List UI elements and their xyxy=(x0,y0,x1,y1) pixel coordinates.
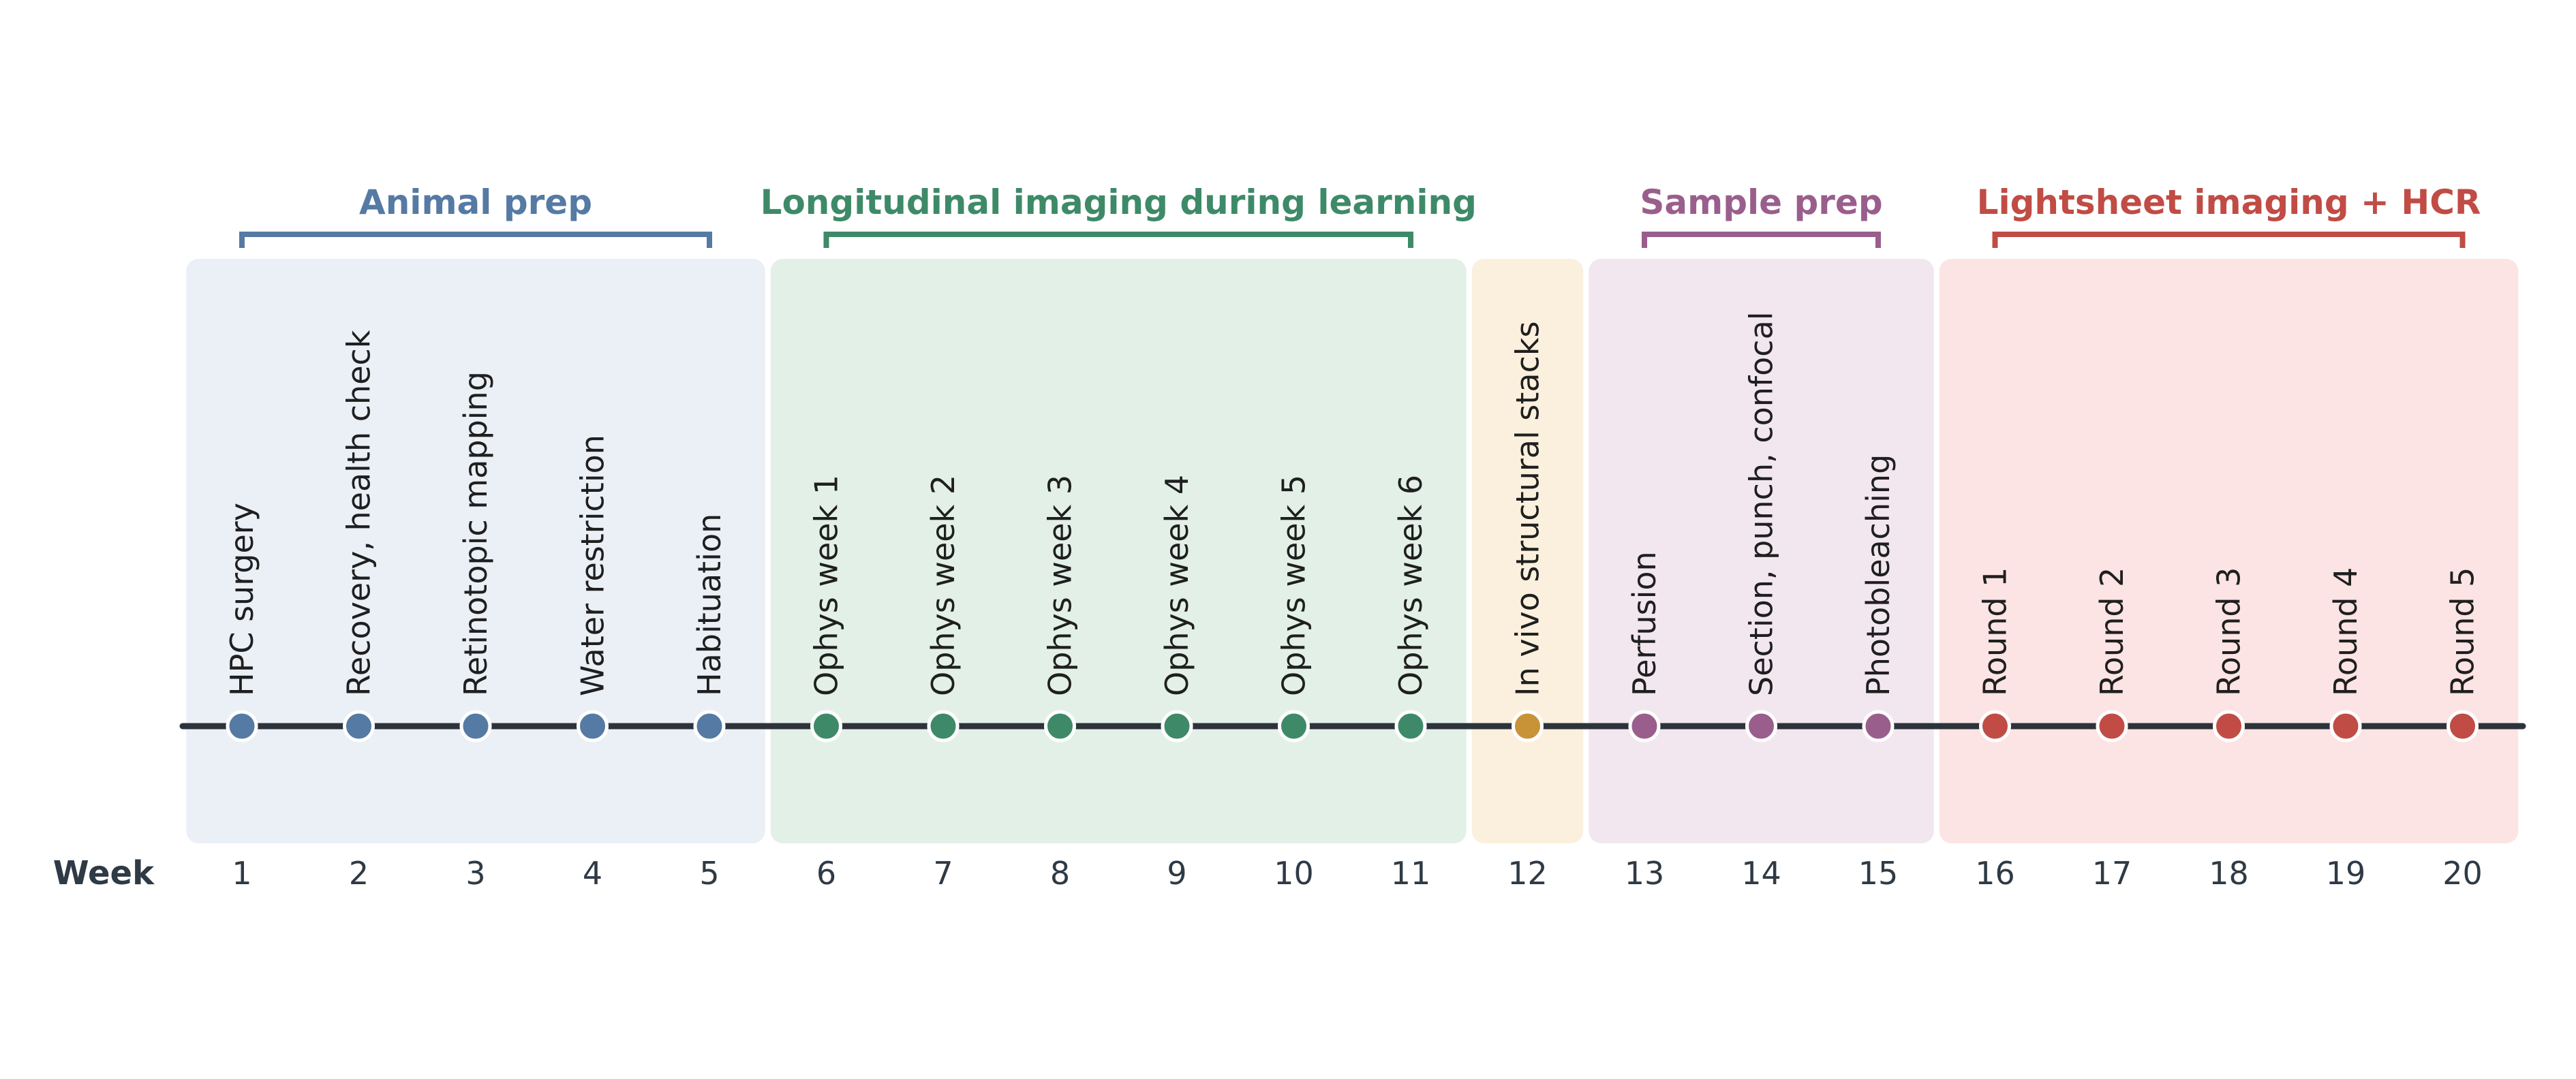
event-labels: HPC surgery Recovery, health check Retinot… xyxy=(224,311,2481,696)
event-label-week-17: Round 2 xyxy=(2094,567,2130,696)
week-number-12: 12 xyxy=(1507,855,1548,892)
phase-titles: Animal prep Longitudinal imaging during l… xyxy=(359,183,2481,222)
phase-brackets xyxy=(239,232,2466,248)
week-numbers: 1 2 3 4 5 6 7 8 9 10 11 12 13 14 15 16 17 18 19 20 xyxy=(232,855,2482,892)
event-marker-week-10 xyxy=(1278,710,1310,742)
event-marker-week-8 xyxy=(1044,710,1076,742)
phase-bracket-1 xyxy=(239,232,712,248)
phase-title-5: Lightsheet imaging + HCR xyxy=(1977,183,2481,222)
event-label-week-7: Ophys week 2 xyxy=(925,475,962,696)
week-number-9: 9 xyxy=(1167,855,1186,892)
phase-band-1 xyxy=(186,259,765,843)
event-marker-week-5 xyxy=(693,710,726,742)
event-label-week-11: Ophys week 6 xyxy=(1392,475,1429,696)
event-marker-week-18 xyxy=(2213,710,2245,742)
week-number-15: 15 xyxy=(1858,855,1899,892)
event-marker-week-7 xyxy=(927,710,960,742)
event-label-week-8: Ophys week 3 xyxy=(1042,475,1079,696)
event-label-week-5: Habituation xyxy=(691,514,728,696)
event-marker-week-1 xyxy=(226,710,258,742)
week-number-14: 14 xyxy=(1741,855,1781,892)
week-number-18: 18 xyxy=(2209,855,2249,892)
event-label-week-19: Round 4 xyxy=(2327,567,2364,696)
phase-title-4: Sample prep xyxy=(1640,183,1882,222)
week-number-11: 11 xyxy=(1391,855,1431,892)
event-label-week-6: Ophys week 1 xyxy=(808,475,845,696)
phase-band-4 xyxy=(1589,259,1934,843)
event-marker-week-14 xyxy=(1745,710,1777,742)
week-number-3: 3 xyxy=(465,855,485,892)
event-label-week-4: Water restriction xyxy=(574,435,611,696)
event-label-week-14: Section, punch, confocal xyxy=(1743,311,1780,696)
week-number-4: 4 xyxy=(583,855,602,892)
phase-title-1: Animal prep xyxy=(359,183,592,222)
event-marker-week-13 xyxy=(1628,710,1661,742)
event-marker-week-11 xyxy=(1394,710,1427,742)
event-label-week-13: Perfusion xyxy=(1626,551,1663,696)
event-label-week-1: HPC surgery xyxy=(224,503,260,696)
event-label-week-10: Ophys week 5 xyxy=(1276,475,1313,696)
event-label-week-3: Retinotopic mapping xyxy=(457,371,494,696)
week-number-19: 19 xyxy=(2326,855,2366,892)
week-number-20: 20 xyxy=(2442,855,2483,892)
event-marker-week-15 xyxy=(1862,710,1895,742)
phase-band-2 xyxy=(770,259,1467,843)
event-label-week-2: Recovery, health check xyxy=(341,330,378,696)
phase-bracket-2 xyxy=(823,232,1413,248)
event-marker-week-17 xyxy=(2096,710,2128,742)
event-marker-week-6 xyxy=(810,710,842,742)
event-label-week-12: In vivo structural stacks xyxy=(1509,322,1546,696)
event-marker-week-2 xyxy=(343,710,375,742)
week-number-17: 17 xyxy=(2092,855,2132,892)
event-marker-week-12 xyxy=(1512,710,1544,742)
phase-title-2: Longitudinal imaging during learning xyxy=(761,183,1477,222)
event-marker-week-20 xyxy=(2447,710,2479,742)
week-number-16: 16 xyxy=(1975,855,2015,892)
event-label-week-15: Photobleaching xyxy=(1860,454,1897,696)
week-axis-title: Week xyxy=(53,854,155,892)
week-number-1: 1 xyxy=(232,855,251,892)
week-number-8: 8 xyxy=(1050,855,1070,892)
week-number-13: 13 xyxy=(1625,855,1665,892)
event-label-week-18: Round 3 xyxy=(2211,567,2248,696)
week-number-10: 10 xyxy=(1274,855,1314,892)
week-number-6: 6 xyxy=(816,855,836,892)
event-marker-week-16 xyxy=(1979,710,2011,742)
event-marker-week-19 xyxy=(2329,710,2362,742)
event-marker-week-4 xyxy=(577,710,609,742)
event-marker-week-9 xyxy=(1161,710,1193,742)
event-label-week-16: Round 1 xyxy=(1977,567,2014,696)
phase-bracket-4 xyxy=(1642,232,1881,248)
phase-band-5 xyxy=(1939,259,2519,843)
phase-band-3 xyxy=(1471,259,1584,843)
event-label-week-9: Ophys week 4 xyxy=(1159,475,1195,696)
phase-bands xyxy=(186,259,2519,843)
event-markers xyxy=(226,710,2479,742)
event-label-week-20: Round 5 xyxy=(2444,567,2481,696)
event-marker-week-3 xyxy=(459,710,492,742)
week-number-7: 7 xyxy=(933,855,953,892)
week-number-2: 2 xyxy=(349,855,369,892)
phase-bracket-5 xyxy=(1992,232,2466,248)
week-number-5: 5 xyxy=(699,855,719,892)
